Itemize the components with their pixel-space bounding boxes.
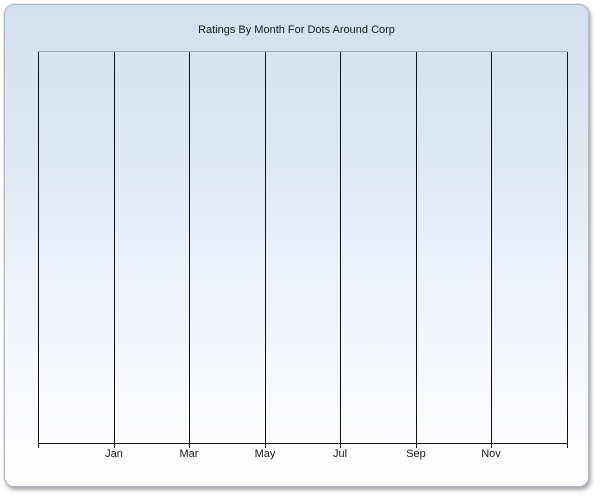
plot-area (38, 51, 568, 448)
x-gridline (491, 52, 492, 448)
x-axis-line (38, 443, 568, 444)
plot-border-line (567, 52, 568, 448)
x-tick-label: Sep (406, 448, 426, 460)
x-gridline (340, 52, 341, 448)
x-tick-label: Jul (332, 448, 348, 460)
x-axis-labels: Jan Mar May Jul Sep Nov (38, 448, 568, 464)
x-tick-label: May (254, 448, 276, 460)
x-gridline (416, 52, 417, 448)
plot-border-line (38, 52, 39, 448)
x-gridline (114, 52, 115, 448)
x-tick-label: Mar (179, 448, 199, 460)
x-gridline (265, 52, 266, 448)
x-tick-label: Nov (481, 448, 501, 460)
x-gridline (189, 52, 190, 448)
chart-title: Ratings By Month For Dots Around Corp (198, 24, 395, 36)
x-tick-label: Jan (105, 448, 123, 460)
chart-card: Ratings By Month For Dots Around Corp Ja… (4, 4, 589, 487)
